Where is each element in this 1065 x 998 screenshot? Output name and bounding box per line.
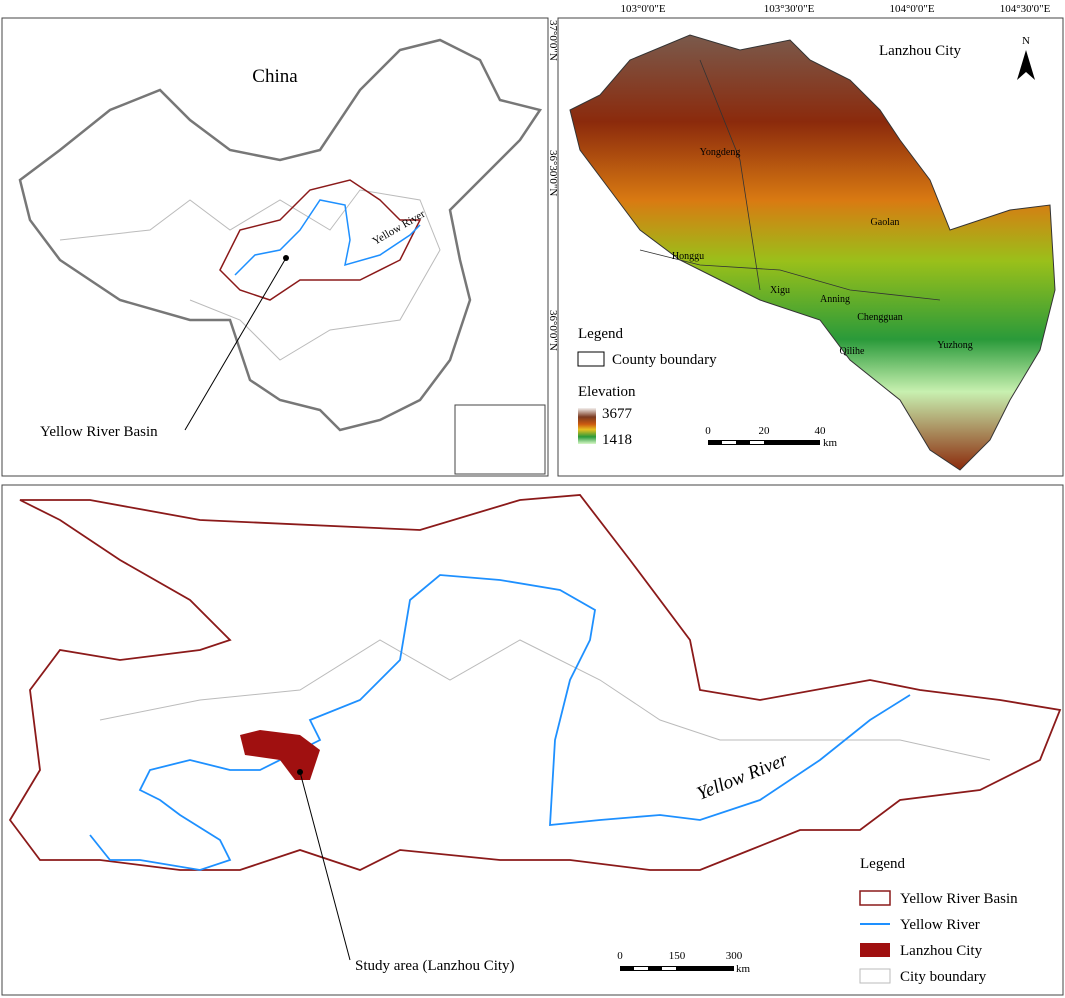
county-label: Yongdeng <box>700 147 741 158</box>
legend-swatch <box>577 351 605 367</box>
river <box>234 199 421 276</box>
scale-unit: km <box>823 437 838 449</box>
elevation-bar <box>578 408 596 444</box>
county-labels: Yongdeng Gaolan Honggu Xigu Anning Cheng… <box>672 147 973 357</box>
scale-bar <box>634 967 648 970</box>
lon-label: 104°30'0"E <box>1000 3 1051 15</box>
inset-box <box>454 404 546 475</box>
scale-bar <box>620 966 734 971</box>
scale-bar <box>750 441 764 444</box>
county-label: Yuzhong <box>937 340 973 351</box>
panel-title: China <box>252 66 298 87</box>
china-panel: Yellow River China Yellow River Basin <box>1 17 549 477</box>
scale-tick: 20 <box>759 425 771 437</box>
legend-swatch <box>860 943 890 957</box>
legend-title: Legend <box>860 856 905 872</box>
basin-outline <box>8 494 1062 871</box>
leader-dot <box>297 769 303 775</box>
basin-label: Yellow River Basin <box>40 424 158 440</box>
legend-item: City boundary <box>900 969 987 985</box>
city-boundaries <box>99 639 991 761</box>
lon-label: 103°0'0"E <box>620 3 665 15</box>
legend-swatch <box>859 968 891 984</box>
leader-line <box>184 257 287 431</box>
lat-label: 36°0'0"N <box>547 310 559 351</box>
north-label: N <box>1022 35 1030 47</box>
basin-outline <box>219 179 422 301</box>
elevation-low: 1418 <box>602 432 632 448</box>
county-lines <box>699 59 761 291</box>
lanzhou-area <box>240 730 320 780</box>
scale-bar <box>662 967 676 970</box>
legend-swatch <box>859 890 891 906</box>
river <box>89 574 911 871</box>
county-label: Gaolan <box>871 217 900 228</box>
panel-frame <box>557 17 1064 477</box>
scale-unit: km <box>736 963 751 975</box>
lanzhou-panel: 103°0'0"E 103°30'0"E 104°0'0"E 104°30'0"… <box>547 3 1064 477</box>
county-label: Honggu <box>672 251 704 262</box>
china-outline <box>18 38 543 432</box>
elevation-map <box>569 34 1056 471</box>
county-lines <box>639 249 941 301</box>
leader-line <box>299 771 351 961</box>
lon-label: 103°30'0"E <box>764 3 815 15</box>
legend-item: Yellow River <box>900 917 980 933</box>
scale-tick: 0 <box>617 950 623 962</box>
panel-frame <box>1 484 1064 996</box>
scale-tick: 150 <box>669 950 686 962</box>
lat-label: 37°0'0"N <box>547 20 559 61</box>
legend-item: Yellow River Basin <box>900 891 1018 907</box>
north-arrow <box>1017 50 1035 80</box>
scale-tick: 300 <box>726 950 743 962</box>
elevation-high: 3677 <box>602 406 633 422</box>
lat-label: 36°30'0"N <box>547 150 559 196</box>
leader-dot <box>283 255 289 261</box>
scale-bar <box>722 441 736 444</box>
panel-title: Lanzhou City <box>879 43 962 59</box>
legend-item: Lanzhou City <box>900 943 983 959</box>
province-lines <box>59 189 441 361</box>
scale-tick: 0 <box>705 425 711 437</box>
lon-label: 104°0'0"E <box>889 3 934 15</box>
panel-frame <box>1 17 549 477</box>
legend-item: County boundary <box>612 352 717 368</box>
scale-tick: 40 <box>815 425 827 437</box>
county-label: Anning <box>820 294 850 305</box>
study-label: Study area (Lanzhou City) <box>355 958 515 974</box>
county-label: Qilihe <box>840 346 866 357</box>
legend-title: Elevation <box>578 384 636 400</box>
county-label: Chengguan <box>857 312 903 323</box>
basin-panel: Yellow River Study area (Lanzhou City) L… <box>1 484 1064 996</box>
county-label: Xigu <box>770 285 790 296</box>
legend-title: Legend <box>578 326 623 342</box>
